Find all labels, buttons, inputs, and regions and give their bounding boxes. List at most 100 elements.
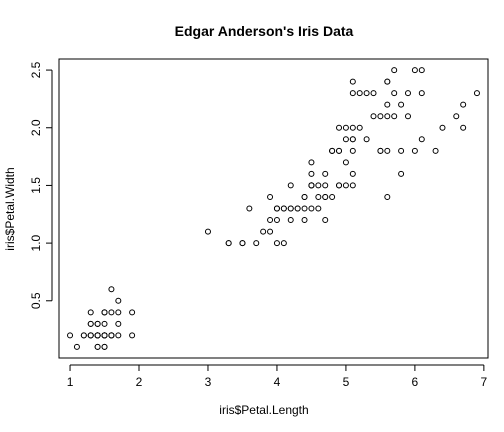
x-tick-label: 7 [481, 375, 488, 389]
data-point [349, 136, 356, 143]
x-tick-label: 2 [136, 375, 143, 389]
data-point [287, 217, 294, 224]
data-point [94, 343, 101, 350]
data-point [94, 332, 101, 339]
data-point [322, 182, 329, 189]
data-point [342, 182, 349, 189]
data-point [87, 332, 94, 339]
data-points [67, 67, 480, 350]
data-point [384, 101, 391, 108]
data-point [349, 182, 356, 189]
data-point [301, 193, 308, 200]
y-axis-label: iris$Petal.Width [3, 167, 17, 250]
data-point [267, 228, 274, 235]
data-point [418, 67, 425, 74]
data-point [294, 205, 301, 212]
x-tick-label: 6 [412, 375, 419, 389]
data-point [101, 343, 108, 350]
x-tick-label: 5 [343, 375, 350, 389]
data-point [336, 182, 343, 189]
data-point [308, 170, 315, 177]
data-point [391, 113, 398, 120]
data-point [370, 113, 377, 120]
data-point [267, 193, 274, 200]
data-point [322, 217, 329, 224]
data-point [336, 124, 343, 131]
data-point [87, 309, 94, 316]
data-point [115, 297, 122, 304]
data-point [101, 309, 108, 316]
data-point [301, 205, 308, 212]
x-tick-label: 1 [67, 375, 74, 389]
data-point [432, 147, 439, 154]
data-point [315, 193, 322, 200]
data-point [101, 320, 108, 327]
y-axis: 0.5 1.0 1.5 2.0 2.5 [29, 61, 53, 309]
data-point [115, 309, 122, 316]
data-point [453, 113, 460, 120]
data-point [94, 320, 101, 327]
y-tick-label: 0.5 [29, 292, 43, 309]
data-point [384, 113, 391, 120]
data-point [329, 147, 336, 154]
data-point [370, 90, 377, 97]
data-point [363, 90, 370, 97]
y-tick-label: 1.0 [29, 234, 43, 251]
data-point [322, 193, 329, 200]
data-point [315, 182, 322, 189]
data-point [115, 320, 122, 327]
data-point [108, 332, 115, 339]
plot-frame [58, 58, 489, 359]
data-point [253, 240, 260, 247]
data-point [342, 136, 349, 143]
data-point [336, 147, 343, 154]
data-point [349, 124, 356, 131]
data-point [73, 343, 80, 350]
data-point [67, 332, 74, 339]
data-point [377, 147, 384, 154]
chart-title: Edgar Anderson's Iris Data [175, 23, 354, 39]
data-point [129, 309, 136, 316]
data-point [273, 240, 280, 247]
data-point [308, 182, 315, 189]
data-point [80, 332, 87, 339]
data-point [349, 90, 356, 97]
data-point [204, 228, 211, 235]
data-point [384, 193, 391, 200]
y-tick-label: 2.5 [29, 61, 43, 78]
data-point [349, 170, 356, 177]
data-point [356, 90, 363, 97]
data-point [329, 193, 336, 200]
data-point [315, 205, 322, 212]
data-point [301, 217, 308, 224]
data-point [322, 170, 329, 177]
data-point [391, 90, 398, 97]
data-point [342, 159, 349, 166]
data-point [398, 147, 405, 154]
data-point [308, 159, 315, 166]
data-point [267, 217, 274, 224]
data-point [239, 240, 246, 247]
data-point [246, 205, 253, 212]
data-point [273, 205, 280, 212]
data-point [287, 205, 294, 212]
data-point [363, 136, 370, 143]
data-point [129, 332, 136, 339]
data-point [418, 90, 425, 97]
data-point [349, 147, 356, 154]
data-point [404, 90, 411, 97]
data-point [308, 205, 315, 212]
data-point [280, 240, 287, 247]
data-point [287, 182, 294, 189]
data-point [273, 217, 280, 224]
data-point [384, 78, 391, 85]
data-point [349, 78, 356, 85]
data-point [460, 101, 467, 108]
data-point [377, 113, 384, 120]
data-point [384, 147, 391, 154]
data-point [411, 67, 418, 74]
data-point [115, 332, 122, 339]
data-point [418, 136, 425, 143]
data-point [411, 147, 418, 154]
